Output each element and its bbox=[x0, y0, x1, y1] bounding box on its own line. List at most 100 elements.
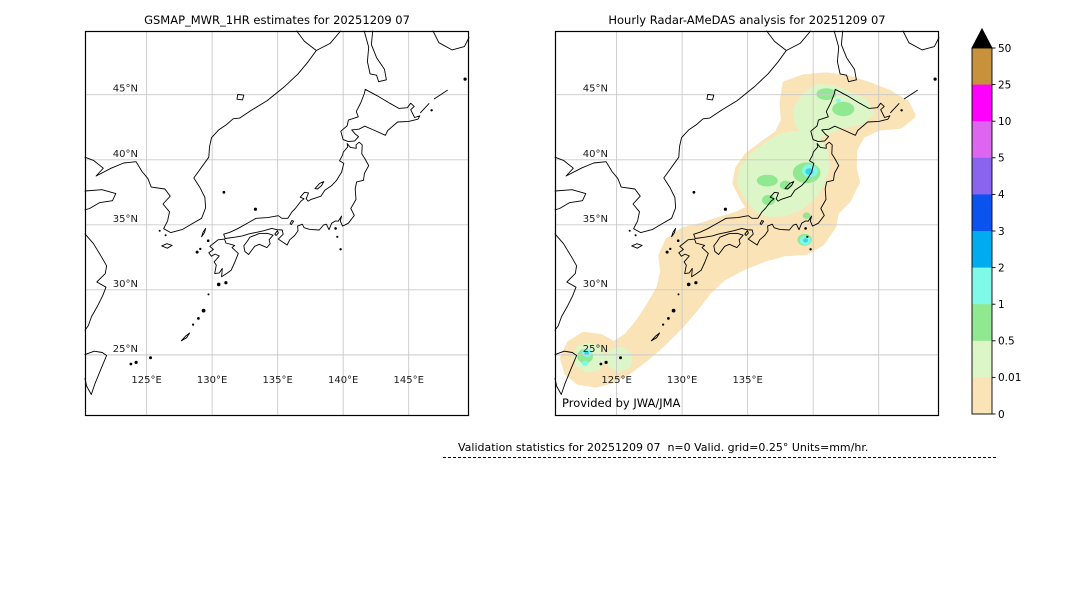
colorbar-tick-label: 1 bbox=[998, 299, 1005, 311]
lat-label: 40°N bbox=[113, 149, 138, 160]
colorbar-tick-label: 2 bbox=[998, 262, 1005, 274]
island-dot bbox=[223, 191, 226, 194]
island-dot bbox=[809, 248, 811, 250]
colorbar-tick-label: 10 bbox=[998, 116, 1011, 128]
island-dot bbox=[687, 283, 691, 287]
gridlines-layer bbox=[85, 31, 469, 416]
coastline-path bbox=[237, 95, 244, 100]
lat-label: 40°N bbox=[583, 149, 608, 160]
island-dot bbox=[149, 356, 152, 359]
coastline-path bbox=[341, 89, 420, 141]
precip-region-0.5-1 bbox=[832, 102, 854, 116]
island-dot bbox=[934, 78, 937, 81]
island-dot bbox=[666, 251, 669, 254]
precip-region-0.5-1 bbox=[757, 175, 778, 187]
lon-label: 140°E bbox=[328, 375, 358, 386]
island-dot bbox=[196, 251, 199, 254]
colorbar-tick-labels: 502510543210.50.010 bbox=[992, 43, 1021, 421]
colorbar-tick-label: 5 bbox=[998, 153, 1005, 165]
coastline-path bbox=[244, 233, 273, 254]
island-dot bbox=[208, 293, 210, 295]
precip-region-2-3 bbox=[803, 238, 808, 242]
validation-figure: GSMAP_MWR_1HR estimates for 20251209 07 … bbox=[0, 0, 1080, 612]
island-dot bbox=[339, 248, 341, 250]
coastline-path bbox=[433, 31, 469, 50]
island-dot bbox=[635, 234, 637, 236]
coastline-path bbox=[181, 333, 189, 341]
lat-label: 30°N bbox=[113, 279, 138, 290]
coastline-path bbox=[903, 31, 939, 50]
precip-region-1-2 bbox=[836, 99, 841, 103]
island-dot bbox=[619, 356, 622, 359]
island-dot bbox=[217, 283, 221, 287]
island-dot bbox=[600, 363, 603, 366]
lat-label: 35°N bbox=[113, 214, 138, 225]
coastline-path bbox=[421, 104, 430, 113]
island-dot bbox=[672, 309, 676, 313]
left-map-title: GSMAP_MWR_1HR estimates for 20251209 07 bbox=[85, 13, 469, 27]
island-dot bbox=[693, 191, 696, 194]
colorbar-tick-label: 4 bbox=[998, 189, 1005, 201]
island-dot bbox=[430, 109, 432, 111]
island-dot bbox=[130, 363, 133, 366]
island-dot bbox=[207, 239, 210, 242]
precip-region-0.5-1 bbox=[803, 212, 811, 219]
colorbar-tick-label: 0.01 bbox=[998, 372, 1021, 384]
island-dot bbox=[669, 248, 671, 250]
coastline-path bbox=[767, 31, 811, 51]
colorbar-segment-3-4 bbox=[972, 194, 992, 231]
coastline-path bbox=[85, 51, 316, 233]
island-dot bbox=[464, 78, 467, 81]
island-dot bbox=[199, 248, 201, 250]
colorbar-segments bbox=[972, 48, 992, 414]
colorbar-tick-label: 0 bbox=[998, 409, 1005, 421]
coastline-path bbox=[364, 31, 386, 82]
lon-label: 125°E bbox=[131, 375, 161, 386]
colorbar-segment-0-0.01 bbox=[972, 377, 992, 414]
radar-amedas-map: 45°N40°N35°N30°N25°N125°E130°E135°E Prov… bbox=[555, 31, 939, 416]
coastline-path bbox=[290, 221, 294, 225]
colorbar-segment-1-2 bbox=[972, 268, 992, 305]
island-dot bbox=[254, 208, 257, 211]
island-dot bbox=[678, 293, 680, 295]
island-dot bbox=[900, 109, 902, 111]
lat-label: 45°N bbox=[583, 84, 608, 95]
coastline-path bbox=[202, 228, 206, 236]
island-dot bbox=[677, 239, 680, 242]
island-dot bbox=[135, 361, 138, 364]
colorbar-segment-5-10 bbox=[972, 121, 992, 158]
colorbar-segment-25-50 bbox=[972, 48, 992, 85]
precip-region-0.5-1 bbox=[817, 88, 837, 100]
lat-label: 45°N bbox=[113, 84, 138, 95]
island-dot bbox=[159, 230, 161, 232]
lon-label: 130°E bbox=[197, 375, 227, 386]
island-dot bbox=[197, 317, 200, 320]
colorbar-segment-0.5-1 bbox=[972, 304, 992, 341]
colorbar-segment-2-3 bbox=[972, 231, 992, 268]
colorbar-segment-0.01-0.5 bbox=[972, 341, 992, 378]
coastline-path bbox=[85, 351, 107, 394]
island-dot bbox=[192, 324, 194, 326]
colorbar-segment-4-5 bbox=[972, 158, 992, 195]
lat-label: 25°N bbox=[113, 344, 138, 355]
colorbar-tick-label: 50 bbox=[998, 43, 1011, 55]
island-dot bbox=[165, 234, 167, 236]
coastline-path bbox=[209, 239, 239, 277]
coastline-layer bbox=[85, 31, 469, 395]
coastline-path bbox=[632, 244, 643, 249]
island-dot bbox=[334, 227, 337, 230]
coastline-path bbox=[707, 95, 714, 100]
coastline-path bbox=[162, 244, 173, 249]
credit-text: Provided by JWA/JMA bbox=[562, 396, 681, 410]
coastline-path bbox=[297, 31, 341, 51]
colorbar-tick-label: 3 bbox=[998, 226, 1005, 238]
colorbar-overflow-triangle bbox=[972, 29, 992, 48]
lat-label: 25°N bbox=[583, 344, 608, 355]
island-dot bbox=[224, 281, 227, 284]
right-map-title: Hourly Radar-AMeDAS analysis for 2025120… bbox=[555, 13, 939, 27]
gsmap-estimate-map: 45°N40°N35°N30°N25°N125°E130°E135°E140°E… bbox=[85, 31, 469, 416]
map-border bbox=[86, 32, 469, 416]
lat-label: 30°N bbox=[583, 279, 608, 290]
lon-label: 135°E bbox=[732, 375, 762, 386]
lon-label: 145°E bbox=[394, 375, 424, 386]
